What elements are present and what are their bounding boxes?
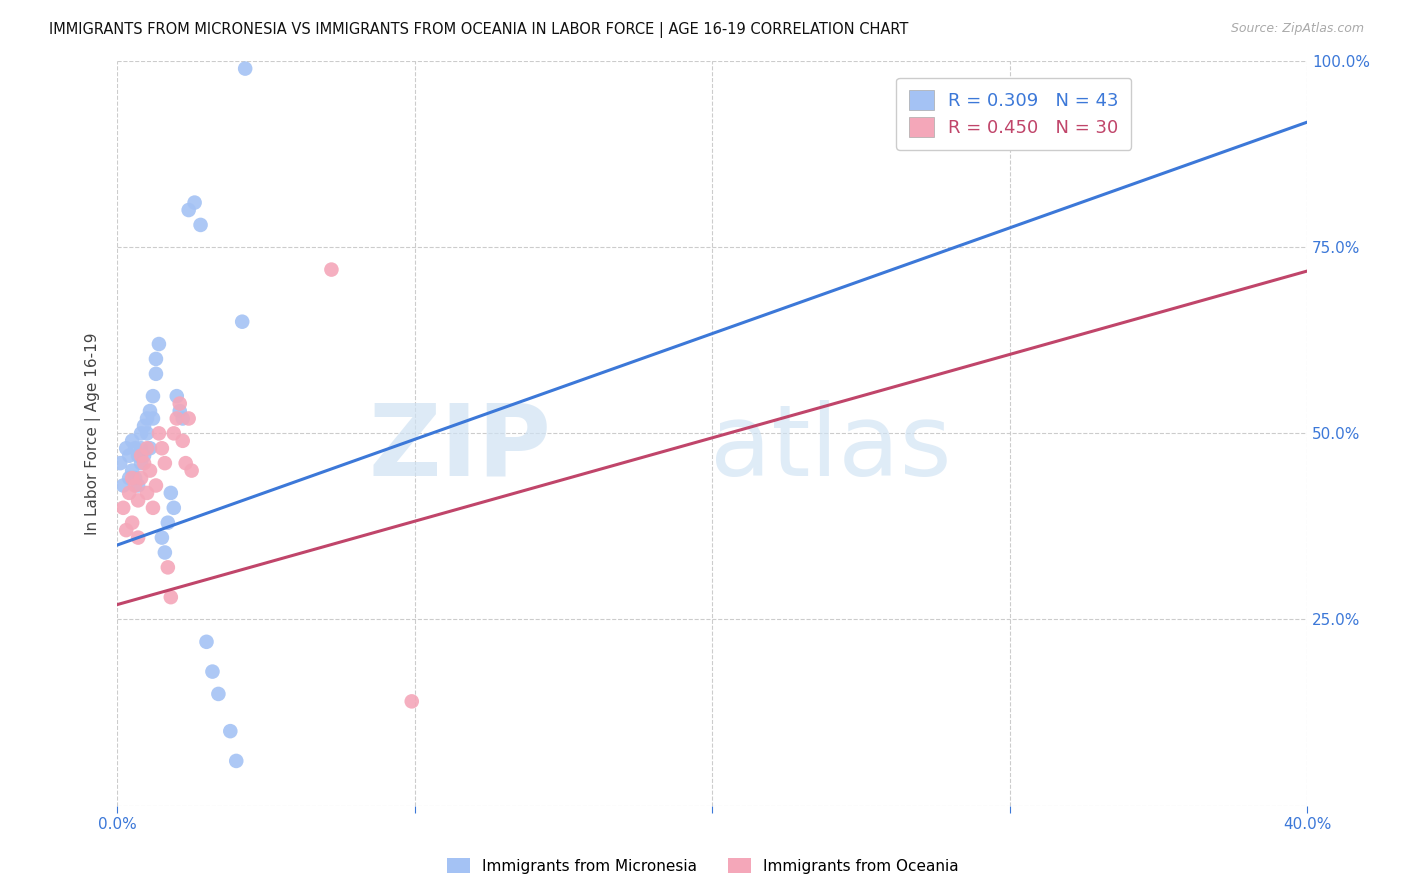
Point bbox=[121, 434, 143, 448]
Point bbox=[150, 531, 173, 545]
Text: ZIP: ZIP bbox=[368, 400, 551, 497]
Point bbox=[156, 516, 179, 530]
Point bbox=[201, 665, 224, 679]
Legend: R = 0.309   N = 43, R = 0.450   N = 30: R = 0.309 N = 43, R = 0.450 N = 30 bbox=[896, 78, 1132, 150]
Point bbox=[177, 411, 200, 425]
Point bbox=[139, 442, 162, 456]
Point bbox=[129, 426, 152, 441]
Point bbox=[225, 754, 247, 768]
Point bbox=[129, 442, 152, 456]
Point bbox=[145, 367, 167, 381]
Point bbox=[136, 486, 159, 500]
Text: atlas: atlas bbox=[710, 400, 952, 497]
Point bbox=[231, 315, 253, 329]
Point bbox=[169, 404, 191, 418]
Point bbox=[145, 351, 167, 366]
Point bbox=[124, 478, 146, 492]
Point bbox=[115, 523, 138, 537]
Point bbox=[148, 337, 170, 351]
Point bbox=[136, 411, 159, 425]
Point bbox=[142, 411, 165, 425]
Y-axis label: In Labor Force | Age 16-19: In Labor Force | Age 16-19 bbox=[86, 332, 101, 534]
Text: IMMIGRANTS FROM MICRONESIA VS IMMIGRANTS FROM OCEANIA IN LABOR FORCE | AGE 16-19: IMMIGRANTS FROM MICRONESIA VS IMMIGRANTS… bbox=[49, 22, 908, 38]
Point bbox=[118, 449, 141, 463]
Point bbox=[136, 426, 159, 441]
Text: Source: ZipAtlas.com: Source: ZipAtlas.com bbox=[1230, 22, 1364, 36]
Point bbox=[112, 478, 135, 492]
Point bbox=[132, 418, 155, 433]
Point bbox=[153, 545, 176, 559]
Point bbox=[127, 478, 149, 492]
Point bbox=[163, 426, 186, 441]
Point bbox=[145, 478, 167, 492]
Point bbox=[127, 449, 149, 463]
Point bbox=[148, 426, 170, 441]
Point bbox=[139, 464, 162, 478]
Point bbox=[121, 471, 143, 485]
Point bbox=[132, 456, 155, 470]
Point bbox=[233, 62, 256, 76]
Point bbox=[401, 694, 423, 708]
Point bbox=[172, 411, 194, 425]
Point bbox=[177, 202, 200, 217]
Point bbox=[139, 404, 162, 418]
Point bbox=[112, 500, 135, 515]
Point bbox=[207, 687, 229, 701]
Point bbox=[129, 449, 152, 463]
Point bbox=[142, 389, 165, 403]
Point bbox=[321, 262, 343, 277]
Point bbox=[174, 456, 197, 470]
Point bbox=[190, 218, 212, 232]
Point bbox=[132, 449, 155, 463]
Point bbox=[127, 531, 149, 545]
Point bbox=[121, 516, 143, 530]
Point bbox=[195, 635, 218, 649]
Point bbox=[159, 486, 181, 500]
Point bbox=[153, 456, 176, 470]
Point bbox=[115, 442, 138, 456]
Point bbox=[166, 411, 188, 425]
Point bbox=[163, 500, 186, 515]
Legend: Immigrants from Micronesia, Immigrants from Oceania: Immigrants from Micronesia, Immigrants f… bbox=[441, 852, 965, 880]
Point bbox=[118, 471, 141, 485]
Point bbox=[150, 442, 173, 456]
Point bbox=[124, 442, 146, 456]
Point bbox=[136, 442, 159, 456]
Point bbox=[110, 456, 132, 470]
Point bbox=[169, 396, 191, 410]
Point bbox=[129, 471, 152, 485]
Point bbox=[180, 464, 202, 478]
Point bbox=[121, 464, 143, 478]
Point bbox=[124, 471, 146, 485]
Point bbox=[183, 195, 205, 210]
Point bbox=[166, 389, 188, 403]
Point bbox=[156, 560, 179, 574]
Point bbox=[142, 500, 165, 515]
Point bbox=[127, 493, 149, 508]
Point bbox=[118, 486, 141, 500]
Point bbox=[219, 724, 242, 739]
Point bbox=[159, 590, 181, 604]
Point bbox=[172, 434, 194, 448]
Point bbox=[129, 456, 152, 470]
